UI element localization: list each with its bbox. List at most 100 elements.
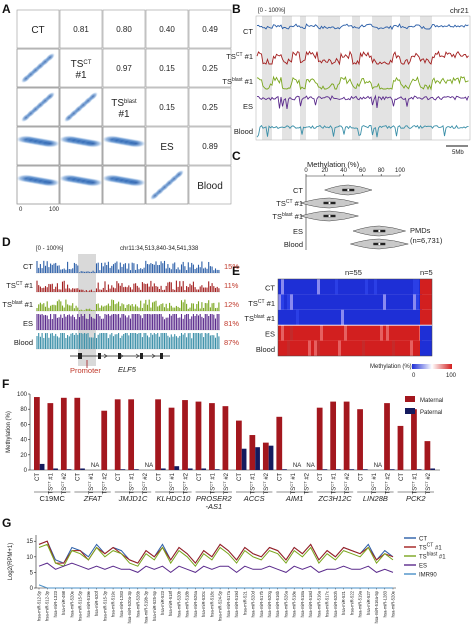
g-mir-label: hsa-miR-517a [226, 590, 231, 617]
f-bar-maternal [168, 407, 175, 470]
e-n-left: n=55 [345, 268, 362, 277]
e-heat-cell [326, 294, 329, 310]
f-sample-label: TSCT #2 [423, 472, 432, 494]
e-heat-cell [389, 309, 392, 326]
f-bar-paternal [134, 469, 139, 470]
e-heat-cell [383, 309, 386, 326]
e-heat-cell [368, 325, 371, 341]
f-bar-paternal [282, 469, 287, 470]
e-heat-cell [392, 309, 395, 326]
f-sample-base: CT [35, 473, 41, 481]
g-mir-label: hsa-miR-518c [209, 591, 214, 617]
f-bar-paternal [416, 469, 422, 470]
g-y-label: Log2(RPM+1) [8, 543, 14, 581]
e-heat-cell [371, 279, 374, 295]
g-mir-label: hsa-miR-519d [234, 590, 239, 617]
f-bar-maternal [424, 441, 431, 470]
e-heat-cell [290, 340, 293, 356]
e-row-label: TSblast #1 [244, 314, 275, 323]
e-heat-cell [410, 309, 413, 326]
f-sample-sup: CT [127, 481, 132, 487]
correlation-value: 0.15 [159, 64, 175, 73]
e-heat-cell [383, 340, 386, 356]
f-sample-sup: CT [167, 481, 172, 487]
e-heat-cell [311, 294, 314, 310]
f-sample-sup: CT [410, 481, 415, 487]
e-heat-cell [356, 294, 359, 310]
e-heat-cell [420, 279, 423, 295]
f-gene-label: PROSER2 [196, 494, 233, 503]
e-heat-cell [338, 294, 341, 310]
e-heat-cell [296, 340, 299, 356]
axis-tick-0: 0 [19, 207, 23, 213]
d-strand-arrow [103, 353, 108, 359]
e-heat-cell [287, 309, 290, 326]
f-sample-base: CT [358, 473, 364, 481]
e-heat-cell [293, 340, 296, 356]
e-heat-cell [429, 294, 432, 310]
e-heat-cell [407, 309, 410, 326]
panel-label-b: B [232, 2, 241, 16]
e-row-label: TSCT #1 [248, 299, 275, 308]
e-heat-cell [380, 279, 383, 295]
e-heat-cell [287, 279, 290, 295]
g-mir-label: hsa-miR-526a [193, 590, 198, 617]
e-heat-cell [317, 325, 320, 341]
f-y-tick-label: 40 [20, 438, 27, 444]
b-track-label-base: Blood [234, 127, 253, 136]
g-mir-label: hsa-miR-517b [259, 590, 264, 617]
matrix-sample-suffix: #1 [75, 70, 87, 81]
correlation-value: 0.40 [159, 25, 175, 34]
c-row-label: TSCT #1 [276, 199, 303, 208]
matrix-cell [188, 9, 232, 49]
c-tick-label: 100 [395, 168, 406, 174]
g-legend-label-suffix: #1 [437, 555, 446, 561]
e-heat-cell [356, 309, 359, 326]
f-sample-base: CT [116, 473, 122, 481]
e-heat-cell [429, 309, 432, 326]
b-track-line [256, 23, 469, 31]
e-heat-cell [308, 294, 311, 310]
matrix-sample-base: ES [160, 142, 174, 153]
e-heat-cell [362, 309, 365, 326]
e-legend-bar [412, 364, 452, 369]
f-sample-suffix: #1 [130, 472, 136, 481]
d-exon [160, 353, 163, 359]
g-mir-label: hsa-miR-520h [333, 590, 338, 617]
e-heat-cell [341, 340, 344, 356]
density-blob [44, 53, 55, 62]
e-heat-cell [317, 294, 320, 310]
g-mir-label: hsa-miR-524-5p [218, 590, 223, 621]
e-heat-cell [407, 340, 410, 356]
e-heat-cell [284, 325, 287, 341]
f-sample-base: CT [156, 473, 162, 481]
g-mir-label: hsa-miR-518f [168, 590, 173, 616]
c-row-label-sup: blast [282, 212, 293, 218]
d-gene-label: ELF5 [118, 365, 137, 374]
f-bar-maternal [128, 399, 135, 470]
g-mir-label: hsa-miR-525-5p [152, 590, 157, 621]
e-heat-cell [429, 340, 432, 356]
e-heat-cell [392, 294, 395, 310]
e-heat-cell [305, 325, 308, 341]
g-mir-label: hsa-miR-526b [135, 590, 140, 617]
f-bar-maternal [397, 425, 404, 470]
f-sample-suffix: #2 [224, 472, 230, 481]
f-legend-paternal-swatch [405, 408, 415, 414]
f-sample-sup: CT [289, 481, 294, 487]
matrix-sample-base: Blood [197, 181, 223, 192]
e-heat-cell [308, 279, 311, 295]
e-heat-cell [395, 309, 398, 326]
f-gene-label: PCK2 [406, 494, 426, 503]
e-heat-cell [290, 279, 293, 295]
e-heat-cell [350, 294, 353, 310]
e-heat-cell [377, 325, 380, 341]
f-sample-sup: CT [342, 481, 347, 487]
b-chrom-label: chr21 [450, 6, 469, 15]
density-blob [173, 170, 184, 179]
e-heat-cell [413, 340, 416, 356]
e-heat-cell [323, 309, 326, 326]
f-sample-suffix: #2 [103, 472, 109, 481]
g-mir-label: hsa-miR-520d [251, 590, 256, 617]
